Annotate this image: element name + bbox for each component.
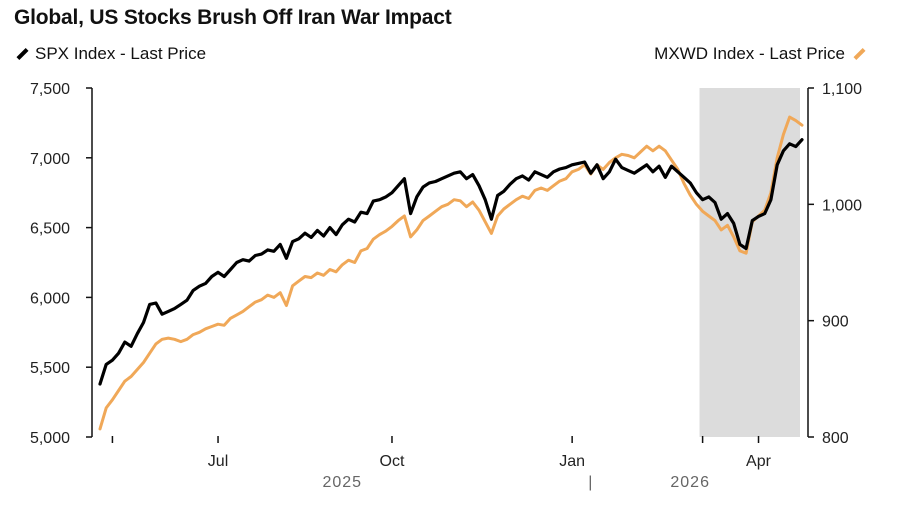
left-tick-label: 6,000: [30, 290, 70, 307]
legend-spx: SPX Index - Last Price: [16, 44, 206, 64]
left-tick-label: 5,500: [30, 360, 70, 377]
chart-title: Global, US Stocks Brush Off Iran War Imp…: [14, 6, 452, 29]
x-tick-label: Jul: [208, 453, 228, 470]
mxwd-series-line: [98, 115, 804, 431]
left-tick-label: 6,500: [30, 221, 70, 238]
x-tick-label: Apr: [746, 453, 772, 470]
right-tick-label: 800: [822, 430, 849, 447]
spx-series-line: [98, 138, 804, 386]
legend-mxwd: MXWD Index - Last Price: [654, 44, 866, 64]
x-tick-label: Oct: [380, 453, 405, 470]
year-label: 2025: [322, 474, 362, 491]
left-tick-label: 5,000: [30, 430, 70, 447]
x-tick-label: Jan: [559, 453, 585, 470]
shaded-region: [699, 88, 800, 437]
left-tick-label: 7,500: [30, 81, 70, 98]
left-tick-label: 7,000: [30, 151, 70, 168]
year-label: 2026: [670, 474, 710, 491]
right-tick-label: 1,100: [822, 81, 862, 98]
legend-mxwd-label: MXWD Index - Last Price: [654, 44, 845, 63]
right-tick-label: 1,000: [822, 197, 862, 214]
right-tick-label: 900: [822, 314, 849, 331]
year-divider: |: [588, 474, 593, 491]
legend-spx-label: SPX Index - Last Price: [35, 44, 207, 63]
